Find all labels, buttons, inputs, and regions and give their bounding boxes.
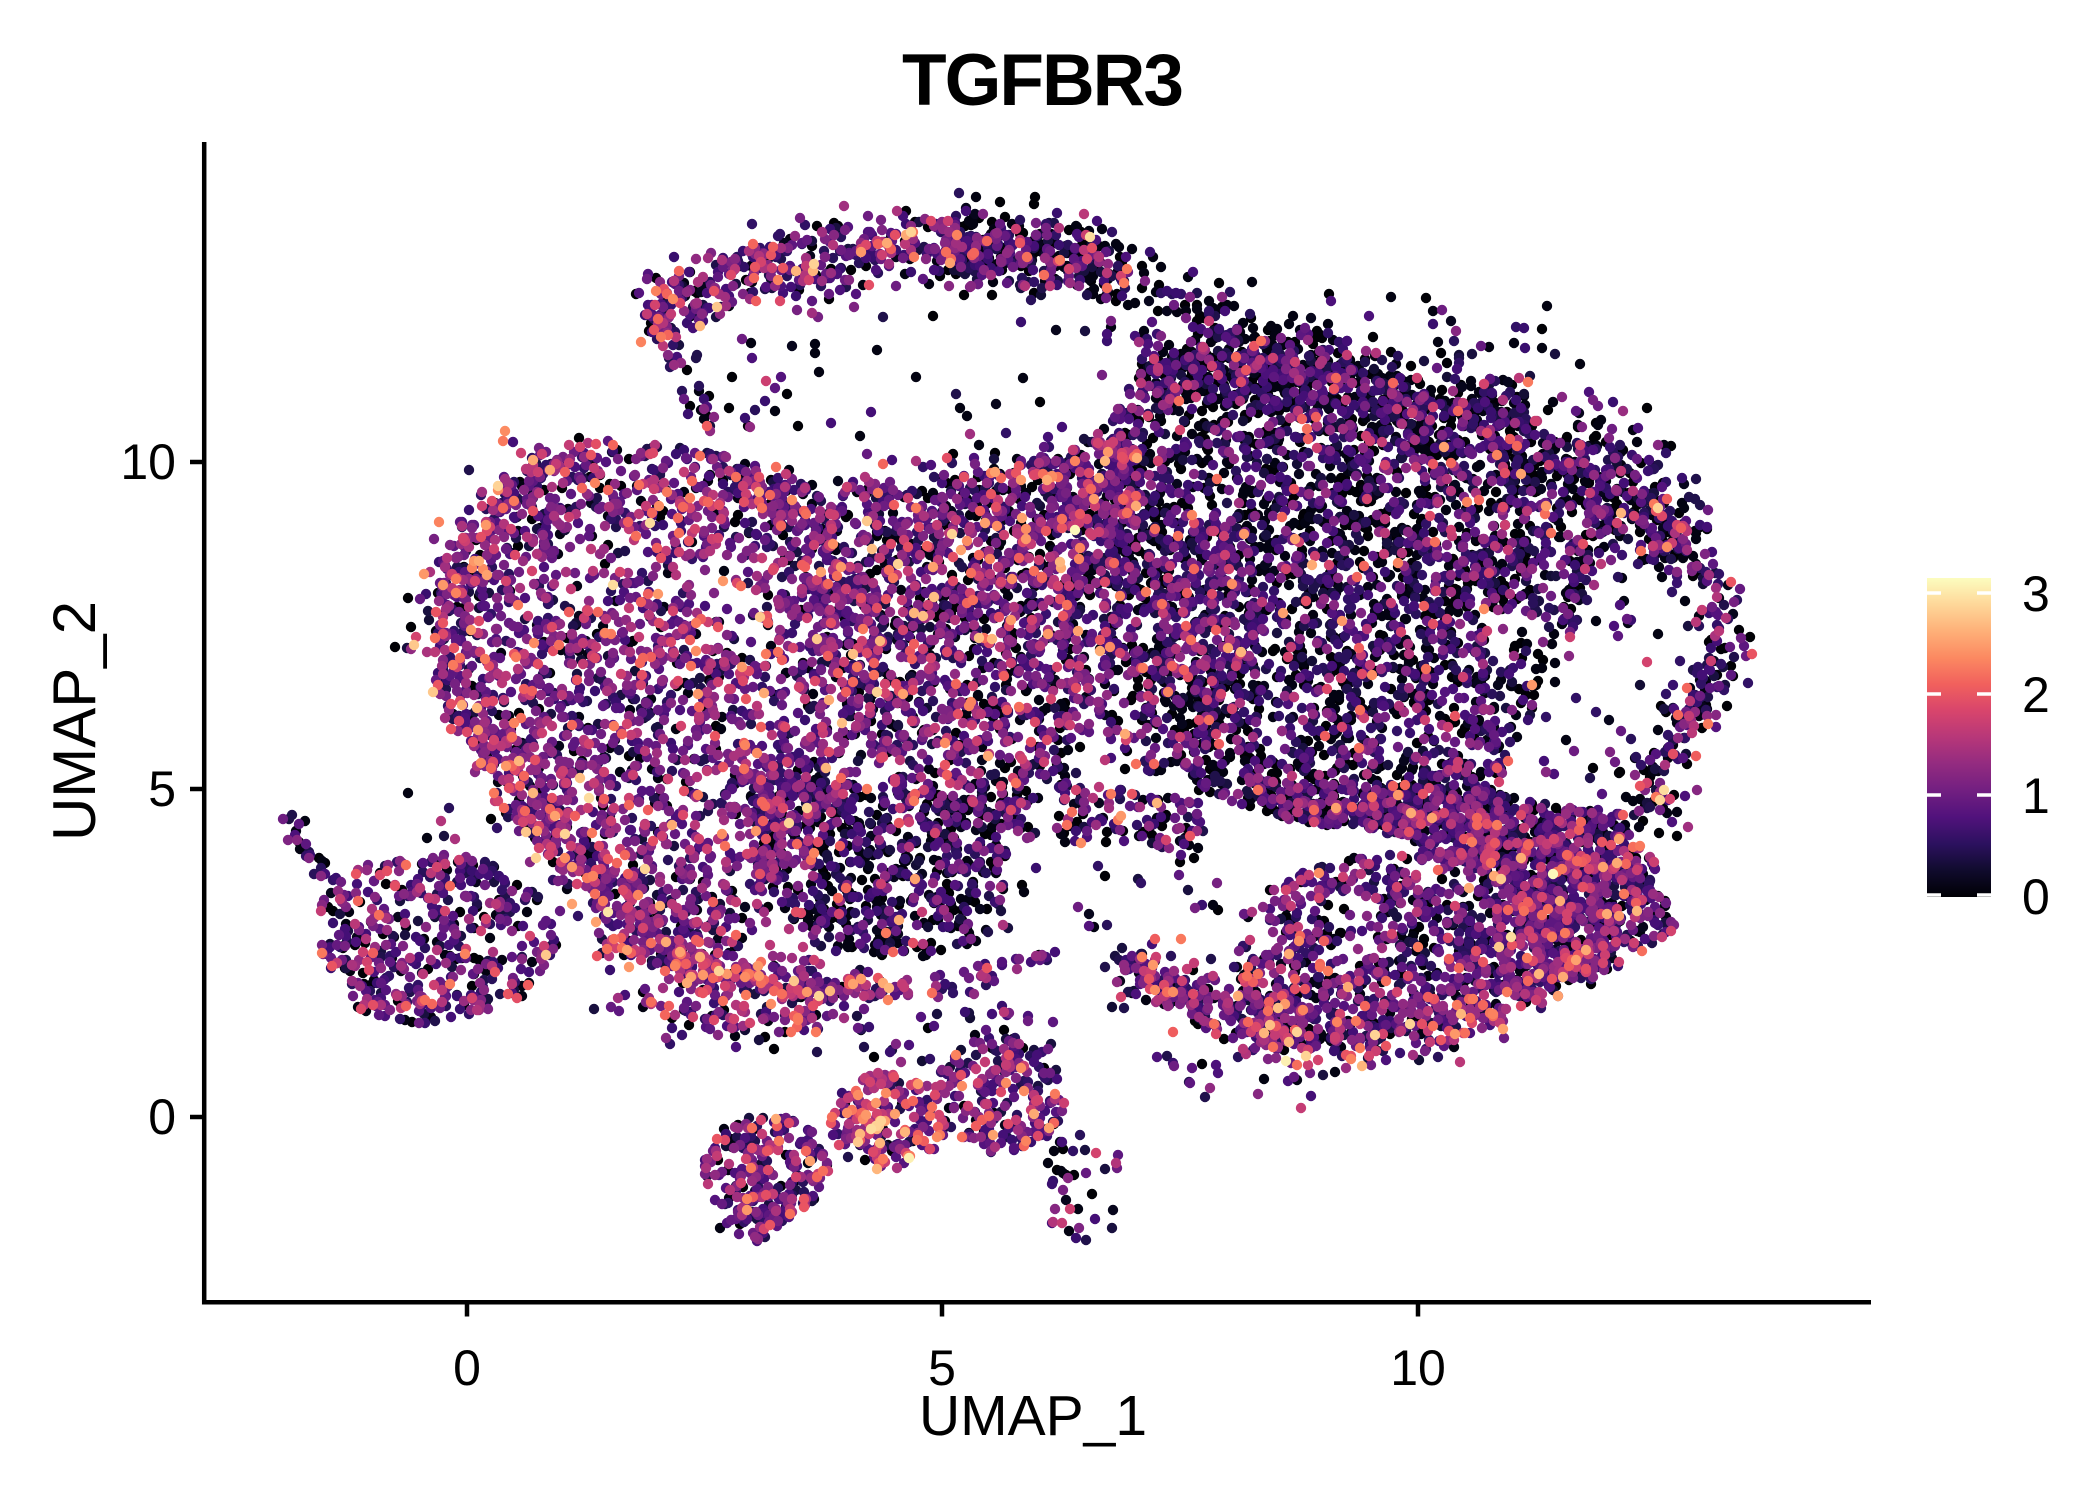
svg-text:5: 5 [928,1340,956,1396]
svg-text:5: 5 [148,761,176,817]
svg-text:2: 2 [2022,667,2050,723]
svg-text:0: 0 [148,1089,176,1145]
svg-text:UMAP_1: UMAP_1 [919,1384,1147,1448]
svg-text:0: 0 [453,1340,481,1396]
svg-text:10: 10 [1390,1340,1446,1396]
svg-text:TGFBR3: TGFBR3 [902,40,1182,121]
svg-text:1: 1 [2022,768,2050,824]
svg-text:10: 10 [120,434,176,490]
svg-text:UMAP_2: UMAP_2 [41,601,108,841]
svg-text:3: 3 [2022,566,2050,622]
svg-text:0: 0 [2022,869,2050,925]
